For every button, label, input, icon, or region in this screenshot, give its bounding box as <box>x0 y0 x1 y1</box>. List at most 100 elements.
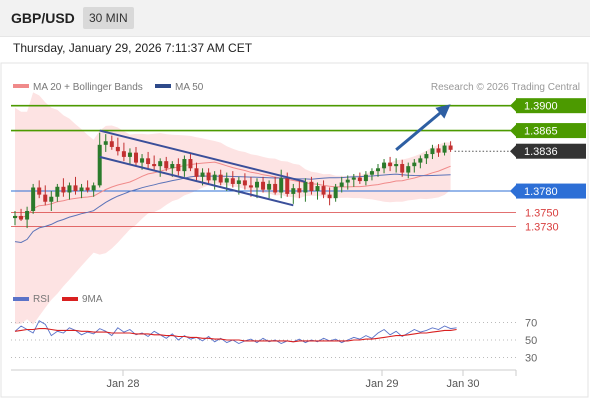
candle <box>13 210 17 226</box>
channel-line <box>99 155 294 207</box>
candle <box>388 156 393 172</box>
candle <box>109 135 114 150</box>
target-arrow-head <box>435 104 451 119</box>
candle <box>369 168 374 181</box>
rsi-tick-label: 70 <box>525 318 537 330</box>
candle <box>291 183 296 204</box>
candle <box>91 182 96 197</box>
level-label: 1.3780 <box>524 186 558 198</box>
level-label-pointer <box>510 185 516 198</box>
candle <box>242 173 247 190</box>
candle <box>376 164 380 177</box>
bollinger-band <box>15 92 451 325</box>
candle <box>127 148 132 165</box>
candle <box>424 151 429 165</box>
candle <box>164 156 169 172</box>
candle <box>176 158 181 176</box>
candle <box>345 175 350 190</box>
level-labels: 1.3900 1.3865 1.3836 1.3780 1.3750 1.3730 <box>510 98 586 234</box>
candle <box>279 169 284 199</box>
candle <box>182 155 187 177</box>
target-arrow <box>395 108 445 151</box>
level-label: 1.3836 <box>524 146 558 158</box>
rsi-legend-label: RSI <box>33 294 50 305</box>
candle <box>309 176 314 195</box>
rsi-line <box>14 320 457 345</box>
candle <box>61 178 66 197</box>
candle <box>31 183 36 214</box>
candle <box>412 159 417 173</box>
candle <box>267 180 272 199</box>
candle <box>25 206 30 229</box>
candle <box>297 180 302 199</box>
candle <box>206 168 211 184</box>
candle <box>321 180 326 199</box>
candle <box>273 176 278 195</box>
level-label-pointer <box>510 145 516 158</box>
level-label-box <box>516 98 586 114</box>
ma9-legend-label: 9MA <box>82 294 103 305</box>
rsi-tick-label: 30 <box>525 353 537 365</box>
level-label-pointer <box>510 99 516 112</box>
level-label: 1.3730 <box>525 222 559 234</box>
candle <box>55 183 60 202</box>
ma20-legend-swatch <box>13 84 29 88</box>
candle <box>261 176 266 193</box>
candle <box>146 151 151 169</box>
candle <box>351 173 356 187</box>
candle <box>152 155 157 172</box>
candle <box>85 180 90 193</box>
ma50-legend-label: MA 50 <box>175 82 204 93</box>
candle <box>436 144 441 157</box>
candle <box>97 132 102 188</box>
candle <box>218 169 223 186</box>
ma9-legend-swatch <box>62 297 78 301</box>
candles <box>13 132 453 229</box>
level-label: 1.3750 <box>525 207 559 219</box>
candle <box>363 171 368 186</box>
level-label-pointer <box>510 124 516 137</box>
ma50-legend-swatch <box>155 84 171 88</box>
x-axis: Jan 28 Jan 29 Jan 30 <box>106 370 480 390</box>
candle <box>49 191 54 211</box>
candle <box>73 176 78 195</box>
rsi-legend-swatch <box>13 297 29 301</box>
x-tick-label: Jan 28 <box>106 378 139 390</box>
candle <box>382 159 387 174</box>
candle <box>103 134 108 152</box>
rsi-tick-label: 50 <box>525 335 537 347</box>
ma20-legend-label: MA 20 + Bollinger Bands <box>33 82 143 93</box>
candle <box>158 158 163 177</box>
level-label-box <box>516 123 586 139</box>
candle <box>303 178 308 202</box>
candle <box>448 141 453 152</box>
candle <box>339 176 344 193</box>
candle <box>248 176 253 197</box>
copyright-label: Research © 2026 Trading Central <box>431 82 580 93</box>
candle <box>194 162 199 181</box>
candle <box>394 158 399 173</box>
level-label-box <box>516 183 586 199</box>
candle <box>37 180 42 199</box>
channel-line <box>99 129 306 183</box>
candle <box>430 144 435 160</box>
chart-frame <box>0 62 589 398</box>
candle <box>255 178 259 199</box>
bollinger-band-fill <box>15 92 451 325</box>
level-label-box <box>516 143 586 159</box>
level-label: 1.3865 <box>524 126 558 138</box>
candle <box>230 171 235 188</box>
candle <box>333 183 338 202</box>
candle <box>327 187 332 206</box>
instrument-title: GBP/USD <box>11 10 75 26</box>
candle <box>357 172 362 184</box>
candle <box>43 185 48 206</box>
candle <box>121 142 126 162</box>
ma20-line <box>14 161 451 219</box>
x-tick-label: Jan 29 <box>365 378 398 390</box>
candle <box>79 183 84 199</box>
timeframe-badge[interactable]: 30 MIN <box>83 7 134 29</box>
header-bar: GBP/USD 30 MIN <box>0 0 590 37</box>
candle <box>188 154 193 172</box>
